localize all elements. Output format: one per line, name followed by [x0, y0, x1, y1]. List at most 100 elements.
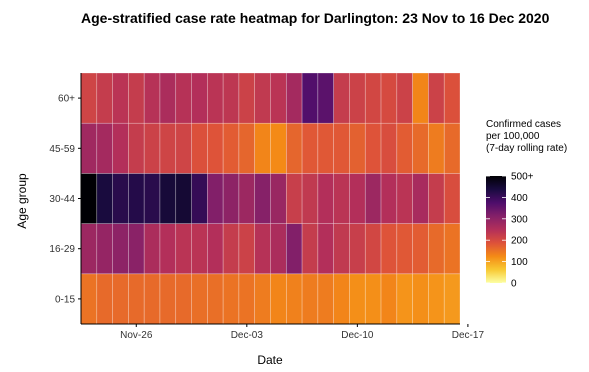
heatmap-cell — [396, 72, 413, 124]
color-legend: Confirmed cases per 100,000 (7-day rolli… — [486, 119, 567, 290]
heatmap-cell — [222, 223, 240, 275]
heatmap-cell — [238, 122, 256, 174]
heatmap-cell — [443, 173, 461, 224]
heatmap-cell — [128, 122, 145, 174]
heatmap-cell — [80, 273, 98, 325]
heatmap-cell — [301, 173, 319, 224]
heatmap-cell — [128, 72, 145, 124]
heatmap-cell — [128, 223, 145, 275]
heatmap-cell — [207, 273, 224, 325]
heatmap-cell — [80, 223, 98, 275]
heatmap-cell — [159, 173, 177, 224]
heatmap-cell — [143, 273, 161, 325]
legend-tick-label: 200 — [511, 236, 528, 247]
heatmap-cell — [380, 223, 398, 275]
heatmap-cell — [175, 72, 192, 124]
heatmap-cell — [175, 273, 192, 325]
legend-title-line-2: per 100,000 — [486, 131, 540, 142]
heatmap-cell — [96, 223, 113, 275]
heatmap-cell — [96, 273, 113, 325]
heatmap-cell — [222, 173, 240, 224]
heatmap-cell — [238, 223, 256, 275]
heatmap-cell — [317, 173, 334, 224]
heatmap-cell — [364, 72, 382, 124]
y-tick-label: 45-59 — [49, 144, 75, 155]
heatmap-cell — [317, 122, 334, 174]
heatmap-cell — [80, 173, 98, 224]
heatmap-cell — [128, 173, 145, 224]
heatmap-cell — [254, 72, 271, 124]
legend-tick-label: 500+ — [511, 172, 534, 183]
heatmap-cell — [207, 223, 224, 275]
heatmap-cell — [349, 223, 366, 275]
heatmap-cell — [128, 273, 145, 325]
heatmap-cell — [285, 223, 303, 275]
heatmap-cell — [191, 273, 208, 325]
legend-tick-label: 400 — [511, 193, 528, 204]
legend-title-line-3: (7-day rolling rate) — [486, 143, 567, 154]
heatmap-cell — [143, 72, 161, 124]
heatmap-cell — [443, 72, 461, 124]
heatmap-cell — [222, 122, 240, 174]
heatmap-cell — [159, 72, 177, 124]
legend-title-line-1: Confirmed cases — [486, 119, 561, 130]
chart-title: Age-stratified case rate heatmap for Dar… — [81, 10, 550, 26]
heatmap-cell — [175, 173, 192, 224]
heatmap-cell — [112, 223, 129, 275]
heatmap-cell — [270, 122, 287, 174]
heatmap-cell — [428, 173, 445, 224]
heatmap-cell — [112, 173, 129, 224]
heatmap-cell — [254, 273, 271, 325]
heatmap-cell — [301, 223, 319, 275]
heatmap-cell — [191, 72, 208, 124]
heatmap-cell — [112, 72, 129, 124]
heatmap-cell — [270, 173, 287, 224]
heatmap-cell — [412, 72, 429, 124]
heatmap-cell — [191, 173, 208, 224]
heatmap-cell — [143, 173, 161, 224]
legend-tick-label: 300 — [511, 214, 528, 225]
heatmap-cell — [443, 273, 461, 325]
heatmap-cell — [285, 173, 303, 224]
heatmap-cell — [270, 273, 287, 325]
heatmap-cell — [254, 173, 271, 224]
x-tick-label: Dec-17 — [452, 330, 485, 341]
heatmap-cell — [285, 122, 303, 174]
heatmap-cell — [364, 273, 382, 325]
heatmap-cell — [396, 173, 413, 224]
legend-tick-label: 0 — [511, 279, 517, 290]
heatmap-cell — [285, 72, 303, 124]
heatmap-cell — [143, 122, 161, 174]
heatmap-cell — [396, 273, 413, 325]
x-tick-label: Nov-26 — [120, 330, 153, 341]
heatmap-cell — [175, 223, 192, 275]
heatmap-cells — [80, 72, 461, 325]
heatmap-cell — [207, 173, 224, 224]
heatmap-cell — [364, 122, 382, 174]
legend-tick-label: 100 — [511, 257, 528, 268]
legend-colorbar — [486, 176, 506, 283]
heatmap-cell — [159, 273, 177, 325]
heatmap-cell — [96, 173, 113, 224]
heatmap-cell — [301, 122, 319, 174]
heatmap-cell — [143, 223, 161, 275]
heatmap-cell — [364, 173, 382, 224]
heatmap-cell — [443, 122, 461, 174]
heatmap-cell — [254, 122, 271, 174]
heatmap-cell — [80, 72, 98, 124]
heatmap-cell — [96, 72, 113, 124]
heatmap-cell — [443, 223, 461, 275]
heatmap-cell — [349, 122, 366, 174]
heatmap-cell — [333, 122, 350, 174]
y-axis-title: Age group — [15, 173, 29, 229]
y-tick-label: 60+ — [58, 94, 75, 105]
heatmap-cell — [222, 273, 240, 325]
heatmap-cell — [112, 273, 129, 325]
heatmap-cell — [349, 173, 366, 224]
heatmap-cell — [207, 72, 224, 124]
heatmap-cell — [364, 223, 382, 275]
heatmap-cell — [412, 273, 429, 325]
heatmap-cell — [80, 122, 98, 174]
heatmap-cell — [396, 122, 413, 174]
